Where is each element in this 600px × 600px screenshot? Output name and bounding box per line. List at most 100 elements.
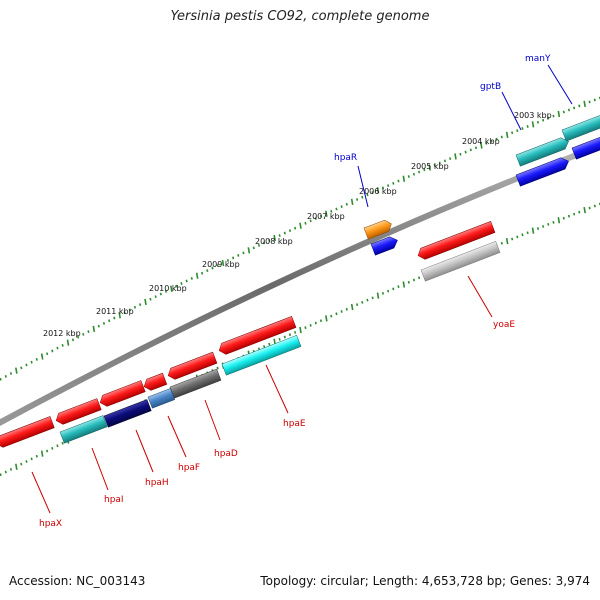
outer-tick [278, 234, 281, 237]
outer-tick [139, 303, 142, 306]
inner-tick [309, 323, 312, 327]
label-gptB[interactable]: gptB [480, 82, 501, 92]
reverse-strand-genes [59, 241, 501, 444]
label-hpaE[interactable]: hpaE [283, 419, 306, 429]
inner-tick [304, 326, 307, 330]
outer-tick [521, 127, 524, 130]
inner-tick [366, 298, 369, 302]
ruler-label-2005: 2005 kbp [411, 162, 449, 171]
inner-tick [30, 457, 33, 461]
outer-tick [490, 139, 493, 143]
gene-hpaX-red[interactable] [0, 416, 55, 449]
outer-tick [97, 324, 100, 328]
ruler-label-2007: 2007 kbp [307, 212, 345, 221]
outer-tick [480, 142, 483, 149]
outer-tick [361, 195, 364, 199]
outer-tick [526, 125, 529, 128]
gene-hpaR-orange[interactable] [363, 218, 394, 240]
inner-tick [46, 449, 49, 453]
inner-tick [552, 220, 555, 224]
outer-tick [46, 352, 49, 356]
gene-hpaH-red[interactable] [98, 380, 146, 409]
label-hpaR[interactable]: hpaR [334, 153, 357, 163]
outer-tick [252, 246, 255, 250]
label-hpaI[interactable]: hpaI [104, 495, 124, 505]
gene-gptB-blue[interactable] [515, 156, 571, 187]
label-hpaD[interactable]: hpaD [214, 449, 238, 459]
gene-yoaE-gray[interactable] [420, 241, 501, 282]
inner-tick [61, 441, 64, 445]
label-manY[interactable]: manY [525, 54, 551, 64]
inner-tick [516, 235, 519, 239]
ruler-label-2009: 2009 kbp [202, 260, 240, 269]
label-yoaE[interactable]: yoaE [493, 320, 515, 330]
outer-tick [102, 322, 106, 325]
outer-tick [547, 116, 550, 120]
outer-tick [485, 142, 488, 145]
gene-hpaE-cyan[interactable] [221, 335, 302, 376]
gene-hpaF-red[interactable] [142, 372, 168, 392]
outer-tick [387, 184, 390, 188]
gene-hpaH-navy[interactable] [103, 399, 152, 428]
outer-tick [40, 353, 44, 360]
inner-tick [562, 216, 565, 220]
outer-tick [20, 366, 23, 370]
inner-tick [9, 467, 13, 471]
outer-tick [185, 279, 188, 283]
outer-tick [371, 191, 374, 194]
inner-tick [40, 450, 44, 457]
gene-manY-blue[interactable] [571, 132, 600, 160]
reverse-gene-labels: yoaE hpaE hpaD hpaF hpaH hpaI hpaX [31, 275, 515, 529]
inner-tick [542, 225, 545, 228]
label-hpaF[interactable]: hpaF [178, 463, 200, 473]
inner-tick [376, 292, 380, 299]
gene-hpaD-red[interactable] [166, 351, 218, 381]
outer-tick [51, 349, 54, 353]
gene-hpaE-red[interactable] [217, 316, 297, 356]
outer-tick [397, 179, 400, 183]
inner-tick [335, 312, 338, 316]
outer-tick [536, 120, 540, 124]
gene-hpaI-red[interactable] [54, 398, 102, 427]
inner-tick [392, 287, 395, 291]
outer-tick [340, 205, 343, 208]
outer-tick [211, 266, 214, 270]
label-hpaX[interactable]: hpaX [39, 519, 62, 529]
outer-tick [77, 335, 80, 339]
outer-tick [35, 357, 38, 361]
label-hpaH[interactable]: hpaH [145, 478, 169, 488]
outer-tick [464, 150, 467, 154]
inner-tick [35, 454, 38, 458]
gene-hpaR-blue[interactable] [370, 235, 400, 256]
gene-gptB-teal[interactable] [515, 136, 571, 167]
inner-tick [387, 289, 390, 293]
outer-tick [195, 272, 199, 279]
inner-tick [20, 462, 23, 466]
outer-tick [454, 153, 457, 160]
outer-tick [557, 110, 561, 118]
map-title: Yersinia pestis CO92, complete genome [170, 9, 430, 24]
outer-tick [180, 282, 183, 285]
outer-tick [123, 311, 126, 315]
outer-tick [330, 209, 333, 213]
outer-tick [294, 226, 297, 230]
gene-manY-teal[interactable] [561, 112, 600, 142]
outer-tick [423, 168, 426, 172]
gene-hpaI-teal[interactable] [59, 415, 108, 444]
ruler-label-2010: 2010 kbp [149, 284, 187, 293]
inner-tick [371, 296, 374, 300]
outer-tick [593, 98, 596, 102]
inner-tick [381, 291, 385, 295]
inner-tick [567, 214, 571, 218]
ruler-labels: 2012 kbp 2011 kbp 2010 kbp 2009 kbp 2008… [43, 111, 552, 338]
gene-hpaF-steel[interactable] [147, 388, 176, 409]
outer-tick [4, 374, 7, 378]
outer-tick [154, 295, 157, 299]
outer-tick [412, 172, 416, 176]
gene-yoaE-red[interactable] [416, 221, 496, 261]
outer-tick [201, 271, 204, 275]
genome-backbone [0, 142, 600, 427]
inner-tick [0, 473, 2, 477]
outer-tick [288, 229, 292, 233]
inner-tick [263, 345, 266, 348]
